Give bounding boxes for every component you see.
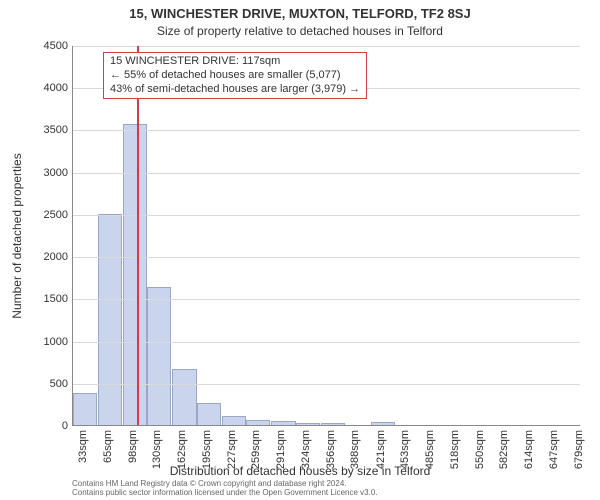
histogram-bar: [222, 416, 246, 425]
gridline: [73, 384, 580, 385]
annotation-line: 43% of semi-detached houses are larger (…: [110, 83, 360, 97]
chart-title: 15, WINCHESTER DRIVE, MUXTON, TELFORD, T…: [0, 6, 600, 21]
y-tick-label: 3000: [0, 167, 68, 179]
x-axis-label: Distribution of detached houses by size …: [0, 464, 600, 478]
histogram-bar: [147, 287, 171, 425]
y-tick-label: 3500: [0, 124, 68, 136]
footer-line: Contains public sector information licen…: [72, 489, 378, 498]
histogram-bar: [73, 393, 97, 425]
histogram-bar: [246, 420, 270, 425]
histogram-bar: [172, 369, 197, 425]
y-tick-label: 4000: [0, 82, 68, 94]
histogram-bar: [123, 124, 147, 425]
footer-attribution: Contains HM Land Registry data © Crown c…: [72, 480, 378, 498]
y-tick-label: 1500: [0, 293, 68, 305]
gridline: [73, 46, 580, 47]
marker-annotation: 15 WINCHESTER DRIVE: 117sqm ← 55% of det…: [103, 52, 367, 99]
annotation-line: 15 WINCHESTER DRIVE: 117sqm: [110, 55, 360, 69]
y-tick-label: 0: [0, 420, 68, 432]
y-tick-label: 4500: [0, 40, 68, 52]
annotation-line: ← 55% of detached houses are smaller (5,…: [110, 69, 360, 83]
y-tick-label: 2500: [0, 209, 68, 221]
property-marker-line: [137, 46, 139, 425]
histogram-bar: [98, 214, 123, 425]
gridline: [73, 257, 580, 258]
y-tick-label: 1000: [0, 336, 68, 348]
y-tick-label: 2000: [0, 251, 68, 263]
chart-subtitle: Size of property relative to detached ho…: [0, 24, 600, 38]
gridline: [73, 215, 580, 216]
histogram-bar: [296, 423, 320, 425]
gridline: [73, 130, 580, 131]
y-tick-label: 500: [0, 378, 68, 390]
histogram-bar: [371, 422, 395, 425]
gridline: [73, 342, 580, 343]
histogram-bar: [197, 403, 221, 425]
histogram-bar: [271, 421, 296, 425]
histogram-bar: [321, 423, 345, 425]
plot-area: 33sqm65sqm98sqm130sqm162sqm195sqm227sqm2…: [72, 46, 580, 426]
gridline: [73, 173, 580, 174]
chart-container: { "title": "15, WINCHESTER DRIVE, MUXTON…: [0, 0, 600, 500]
gridline: [73, 299, 580, 300]
